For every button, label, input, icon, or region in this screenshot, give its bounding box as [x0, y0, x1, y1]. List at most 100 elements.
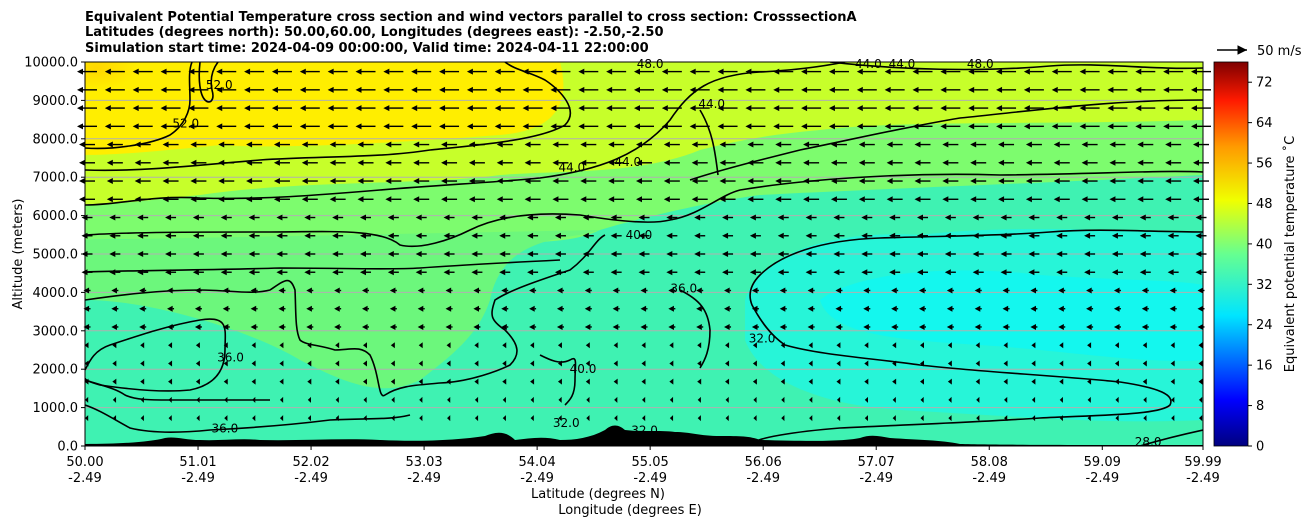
wind-vector [808, 342, 813, 349]
wind-vector [441, 159, 458, 166]
wind-vector [363, 342, 367, 349]
wind-vector [1111, 251, 1123, 257]
wind-vector [920, 396, 924, 403]
wind-vector [1056, 214, 1068, 221]
wind-vector [501, 287, 509, 294]
wind-vector [362, 287, 369, 294]
wind-vector [697, 342, 702, 349]
wind-vector [833, 214, 845, 221]
wind-vector [273, 196, 290, 203]
wind-vector [696, 287, 704, 294]
wind-vector [1084, 214, 1096, 221]
wind-vector [1023, 68, 1044, 75]
y-tick-label: 0.0 [57, 440, 78, 455]
wind-vector [527, 251, 539, 257]
wind-vector [554, 232, 566, 239]
wind-vector [1028, 269, 1040, 276]
wind-vector [751, 287, 759, 294]
wind-vector [530, 360, 535, 367]
contour-label: 48.0 [637, 57, 664, 71]
wind-vector [948, 396, 952, 403]
wind-vector [773, 86, 794, 93]
wind-vector [696, 323, 704, 330]
wind-vector [167, 287, 175, 294]
wind-vector [301, 159, 318, 166]
wind-vector [529, 287, 537, 294]
wind-vector [524, 159, 541, 166]
wind-vector [891, 323, 899, 330]
wind-vector [109, 251, 121, 257]
wind-vector [805, 214, 817, 221]
wind-vector [863, 323, 871, 330]
wind-vector [387, 251, 399, 257]
wind-vector [578, 105, 599, 112]
wind-vector [557, 378, 562, 385]
y-tick-label: 1000.0 [33, 401, 79, 416]
y-tick-label: 4000.0 [33, 286, 79, 301]
wind-vector [474, 342, 479, 349]
wind-vector [828, 105, 849, 112]
wind-vector [668, 323, 676, 330]
wind-vector [413, 178, 430, 185]
wind-vector [801, 105, 822, 112]
wind-vector [387, 214, 399, 221]
wind-vector [777, 251, 789, 257]
wind-vector [524, 178, 541, 185]
wind-vector [830, 196, 847, 203]
wind-vector [471, 232, 483, 239]
wind-vector [109, 214, 121, 221]
wind-vector [502, 415, 506, 422]
wind-vector [383, 105, 404, 112]
wind-vector [606, 68, 627, 75]
y-tick-label: 6000.0 [33, 209, 79, 224]
wind-vector [355, 86, 376, 93]
wind-vector [106, 178, 123, 185]
wind-vector [494, 123, 515, 130]
wind-vector [719, 159, 736, 166]
wind-vector [886, 196, 903, 203]
wind-vector [803, 141, 820, 148]
wind-vector [441, 178, 458, 185]
wind-vector [1137, 141, 1154, 148]
wind-vector [920, 360, 924, 367]
wind-vector [306, 323, 314, 330]
wind-vector [250, 287, 258, 294]
wind-vector [550, 105, 571, 112]
x-axis: 50.00-2.4951.01-2.4952.02-2.4953.03-2.49… [66, 446, 1222, 486]
y-axis-label: Altitude (meters) [11, 199, 26, 310]
wind-vector [415, 232, 427, 239]
wind-vector [835, 323, 843, 330]
wind-vector [864, 396, 868, 403]
contour-label: 44.0 [558, 161, 585, 175]
wind-vector [248, 269, 260, 276]
wind-vector [160, 123, 181, 130]
wind-vector [165, 269, 177, 276]
wind-vector [1056, 251, 1068, 257]
wind-vector [1109, 159, 1126, 166]
wind-vector [917, 269, 928, 276]
wind-vector [413, 196, 430, 203]
wind-vector [222, 305, 230, 312]
wind-vector [335, 378, 340, 385]
wind-vector [468, 178, 485, 185]
wind-vector [947, 360, 952, 367]
wind-vector [719, 178, 736, 185]
wind-vector [188, 123, 209, 130]
wind-vector [1167, 232, 1179, 239]
wind-vector [751, 323, 759, 330]
wind-vector [1163, 68, 1184, 75]
wind-vector [940, 123, 961, 130]
wind-vector [717, 105, 738, 112]
x-tick-label-lat: 58.08 [971, 455, 1008, 470]
wind-vector [132, 105, 153, 112]
wind-vector [942, 141, 959, 148]
wind-vector [299, 123, 320, 130]
wind-vector [468, 141, 485, 148]
wind-vector [443, 251, 455, 257]
wind-vector [192, 269, 204, 276]
wind-vector [1031, 360, 1036, 367]
wind-vector [780, 378, 785, 385]
wind-vector [942, 196, 959, 203]
wind-vector [112, 396, 117, 403]
wind-vector [835, 305, 843, 312]
